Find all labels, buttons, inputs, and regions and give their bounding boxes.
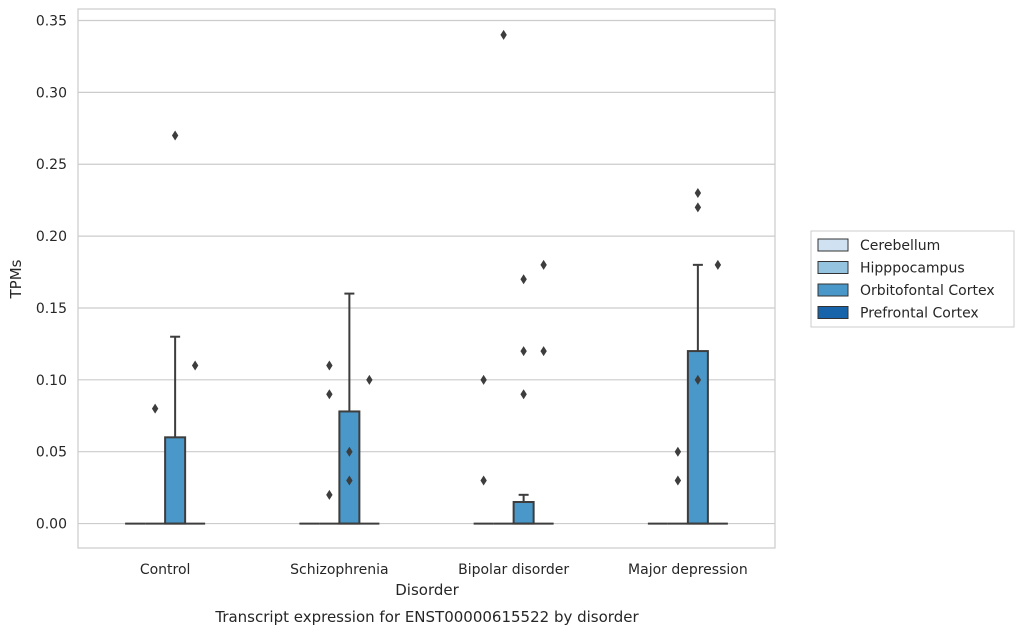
x-tick-label: Bipolar disorder — [458, 562, 569, 578]
outlier-point — [480, 374, 487, 385]
legend-swatch — [817, 238, 849, 252]
y-axis-ticks: 0.00 0.05 0.10 0.15 0.20 0.25 0.30 0.35 — [36, 13, 67, 532]
outlier-point — [694, 187, 702, 198]
box-1-3 — [667, 446, 688, 525]
box-2-2 — [512, 274, 535, 525]
outlier-point — [326, 489, 333, 500]
box-rect — [512, 501, 535, 525]
x-tick-label: Control — [140, 562, 191, 578]
outlier-point — [500, 29, 507, 40]
legend-swatch — [817, 261, 849, 274]
legend-label: Orbitofontal Cortex — [860, 283, 995, 299]
y-axis-title: TPMs — [7, 259, 25, 299]
chart-caption: Transcript expression for ENST0000061552… — [214, 608, 639, 626]
y-tick-label: 0.30 — [36, 85, 67, 101]
legend-swatch — [817, 306, 849, 319]
outlier-point — [694, 374, 702, 385]
y-tick-label: 0.05 — [36, 445, 67, 461]
box-3-0 — [185, 360, 206, 525]
x-axis-title: Disorder — [395, 581, 459, 599]
outlier-point — [674, 475, 682, 486]
outlier-point — [674, 446, 682, 457]
outlier-point — [480, 475, 487, 486]
outlier-point — [326, 389, 333, 400]
outlier-point — [191, 360, 199, 371]
box-3-3 — [707, 259, 728, 525]
outlier-point — [520, 389, 527, 400]
box-3-2 — [533, 259, 554, 525]
legend: Cerebellum Hipppocampus Orbitofontal Corte… — [810, 230, 1015, 328]
y-tick-label: 0.00 — [36, 517, 67, 533]
box-1-2 — [493, 29, 514, 525]
legend-label: Hipppocampus — [860, 261, 965, 277]
outlier-point — [714, 259, 722, 270]
outlier-point — [346, 475, 353, 486]
outlier-point — [694, 202, 702, 213]
plot-marks — [125, 29, 728, 525]
outlier-point — [346, 446, 353, 457]
legend-label: Prefrontal Cortex — [860, 306, 979, 322]
outlier-point — [520, 346, 527, 357]
box-rect — [164, 436, 187, 525]
y-tick-label: 0.35 — [36, 13, 67, 29]
box-2-1 — [338, 292, 361, 525]
box-2-0 — [164, 130, 187, 525]
outlier-point — [366, 374, 373, 385]
box-rect — [338, 410, 361, 525]
plot-frame — [77, 8, 776, 549]
outlier-point — [540, 346, 547, 357]
y-tick-label: 0.15 — [36, 301, 67, 317]
x-tick-label: Major depression — [628, 562, 748, 578]
legend-swatch — [817, 283, 849, 297]
box-0-2 — [473, 374, 494, 525]
box-1-1 — [319, 360, 340, 525]
outlier-point — [151, 403, 159, 414]
y-tick-label: 0.20 — [36, 229, 67, 245]
x-axis-ticks: Control Schizophrenia Bipolar disorder Majo… — [140, 562, 748, 578]
outlier-point — [326, 360, 333, 371]
gridlines — [78, 19, 775, 525]
box-1-0 — [145, 403, 166, 525]
x-tick-label: Schizophrenia — [290, 562, 388, 578]
y-tick-label: 0.25 — [36, 157, 67, 173]
outlier-point — [540, 259, 547, 270]
box-3-1 — [359, 374, 380, 525]
legend-label: Cerebellum — [860, 238, 940, 254]
outlier-point — [171, 130, 179, 141]
outlier-point — [520, 274, 527, 285]
y-tick-label: 0.10 — [36, 373, 67, 389]
box-2-3 — [686, 187, 709, 525]
